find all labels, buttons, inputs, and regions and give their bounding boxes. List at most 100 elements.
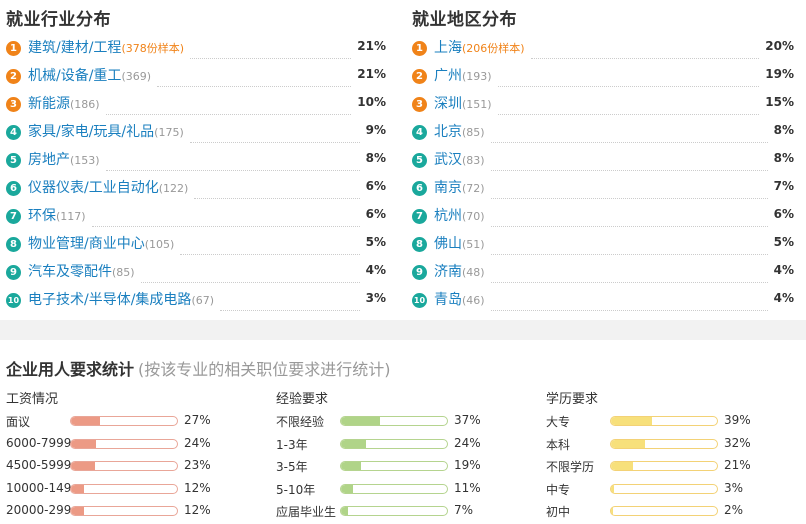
region-name[interactable]: 南京 — [434, 180, 462, 196]
industry-item[interactable]: 1 建筑/建材/工程(378份样本) 21% — [6, 36, 386, 64]
region-item[interactable]: 3 深圳(151) 15% — [412, 92, 794, 120]
percentage: 3% — [365, 291, 386, 305]
industry-name[interactable]: 新能源 — [28, 96, 70, 112]
dotted-leader — [531, 58, 759, 59]
region-item[interactable]: 2 广州(193) 19% — [412, 64, 794, 92]
experience-item-label: 1-3年 — [276, 437, 308, 452]
experience-bar — [340, 461, 448, 471]
region-item[interactable]: 4 北京(85) 8% — [412, 120, 794, 148]
experience-bar — [340, 506, 448, 516]
requirements-title: 企业用人要求统计 (按该专业的相关职位要求进行统计) — [6, 356, 391, 380]
industry-name[interactable]: 物业管理/商业中心 — [28, 236, 145, 252]
industry-item[interactable]: 6 仪器仪表/工业自动化(122) 6% — [6, 176, 386, 204]
education-bar-fill — [611, 417, 653, 425]
industry-item[interactable]: 7 环保(117) 6% — [6, 204, 386, 232]
industry-item[interactable]: 8 物业管理/商业中心(105) 5% — [6, 232, 386, 260]
rank-badge: 5 — [412, 153, 427, 168]
experience-item-label: 应届毕业生 — [276, 505, 337, 519]
education-rows: 大专 39% 本科 32% 不限学历 21% 中专 3% 初中 2% — [546, 410, 776, 523]
industry-name[interactable]: 家具/家电/玩具/礼品 — [28, 124, 155, 140]
industry-item[interactable]: 2 机械/设备/重工(369) 21% — [6, 64, 386, 92]
experience-rows: 不限经验 37% 1-3年 24% 3-5年 19% 5-10年 11% 应届毕业生 7% — [276, 410, 506, 523]
region-name-link[interactable]: 武汉(83) — [434, 149, 485, 169]
education-row: 大专 39% — [546, 410, 776, 433]
region-name[interactable]: 佛山 — [434, 236, 462, 252]
percentage: 4% — [365, 263, 386, 277]
salary-row: 20000-2999 12% — [6, 500, 236, 523]
salary-bar — [70, 506, 178, 516]
industry-item[interactable]: 9 汽车及零配件(85) 4% — [6, 260, 386, 288]
rank-badge: 3 — [412, 97, 427, 112]
percentage: 4% — [773, 291, 794, 305]
industry-item[interactable]: 10 电子技术/半导体/集成电路(67) 3% — [6, 288, 386, 316]
industry-name[interactable]: 建筑/建材/工程 — [28, 40, 122, 56]
industry-name-link[interactable]: 家具/家电/玩具/礼品(175) — [28, 121, 184, 141]
sample-count: (186) — [70, 98, 100, 111]
industry-item[interactable]: 4 家具/家电/玩具/礼品(175) 9% — [6, 120, 386, 148]
education-row: 初中 2% — [546, 500, 776, 523]
industry-name-link[interactable]: 仪器仪表/工业自动化(122) — [28, 177, 188, 197]
region-item[interactable]: 10 青岛(46) 4% — [412, 288, 794, 316]
region-name[interactable]: 上海 — [434, 40, 462, 56]
sample-count: (85) — [462, 126, 485, 139]
industry-name[interactable]: 房地产 — [28, 152, 70, 168]
region-item[interactable]: 7 杭州(70) 6% — [412, 204, 794, 232]
region-name[interactable]: 深圳 — [434, 96, 462, 112]
experience-percentage: 7% — [454, 503, 474, 517]
industry-name[interactable]: 电子技术/半导体/集成电路 — [28, 292, 192, 308]
region-item[interactable]: 5 武汉(83) 8% — [412, 148, 794, 176]
salary-item-label: 4500-5999 — [6, 458, 72, 472]
region-name-link[interactable]: 青岛(46) — [434, 289, 485, 309]
region-name[interactable]: 青岛 — [434, 292, 462, 308]
region-name[interactable]: 杭州 — [434, 208, 462, 224]
region-name[interactable]: 广州 — [434, 68, 462, 84]
region-name-link[interactable]: 北京(85) — [434, 121, 485, 141]
rank-badge: 2 — [412, 69, 427, 84]
experience-stats: 经验要求 不限经验 37% 1-3年 24% 3-5年 19% 5-10年 11% 应届毕业生 7… — [276, 388, 506, 523]
region-item[interactable]: 8 佛山(51) 5% — [412, 232, 794, 260]
salary-bar-fill — [71, 417, 100, 425]
region-name[interactable]: 济南 — [434, 264, 462, 280]
salary-row: 面议 27% — [6, 410, 236, 433]
dotted-leader — [157, 86, 351, 87]
rank-badge: 4 — [6, 125, 21, 140]
industry-name-link[interactable]: 物业管理/商业中心(105) — [28, 233, 174, 253]
region-name-link[interactable]: 南京(72) — [434, 177, 485, 197]
industry-item[interactable]: 3 新能源(186) 10% — [6, 92, 386, 120]
industry-name[interactable]: 仪器仪表/工业自动化 — [28, 180, 159, 196]
education-bar — [610, 483, 718, 494]
education-label: 学历要求 — [546, 392, 599, 407]
industry-name-link[interactable]: 房地产(153) — [28, 149, 100, 169]
rank-badge: 1 — [412, 41, 427, 56]
industry-name[interactable]: 机械/设备/重工 — [28, 68, 122, 84]
dotted-leader — [498, 86, 759, 87]
region-item[interactable]: 1 上海(206份样本) 20% — [412, 36, 794, 64]
region-name[interactable]: 武汉 — [434, 152, 462, 168]
industry-name-link[interactable]: 新能源(186) — [28, 93, 100, 113]
industry-name-link[interactable]: 电子技术/半导体/集成电路(67) — [28, 289, 214, 309]
region-item[interactable]: 9 济南(48) 4% — [412, 260, 794, 288]
experience-item-label: 3-5年 — [276, 460, 308, 474]
region-name-link[interactable]: 济南(48) — [434, 261, 485, 281]
region-name-link[interactable]: 佛山(51) — [434, 233, 485, 253]
region-name-link[interactable]: 上海(206份样本) — [434, 37, 525, 57]
industry-name-link[interactable]: 机械/设备/重工(369) — [28, 65, 151, 85]
region-name-link[interactable]: 杭州(70) — [434, 205, 485, 225]
sample-count: (193) — [462, 70, 492, 83]
salary-bar — [70, 483, 178, 494]
region-item[interactable]: 6 南京(72) 7% — [412, 176, 794, 204]
industry-name[interactable]: 汽车及零配件 — [28, 264, 112, 280]
industry-name-link[interactable]: 汽车及零配件(85) — [28, 261, 135, 281]
region-name[interactable]: 北京 — [434, 124, 462, 140]
percentage: 8% — [773, 123, 794, 137]
region-name-link[interactable]: 深圳(151) — [434, 93, 492, 113]
industry-name-link[interactable]: 建筑/建材/工程(378份样本) — [28, 37, 184, 57]
dotted-leader — [141, 282, 360, 283]
sample-count: (83) — [462, 154, 485, 167]
region-name-link[interactable]: 广州(193) — [434, 65, 492, 85]
experience-item-label: 不限经验 — [276, 415, 325, 429]
industry-name-link[interactable]: 环保(117) — [28, 205, 86, 225]
industry-name[interactable]: 环保 — [28, 208, 56, 224]
industry-item[interactable]: 5 房地产(153) 8% — [6, 148, 386, 176]
salary-label: 工资情况 — [6, 392, 59, 407]
